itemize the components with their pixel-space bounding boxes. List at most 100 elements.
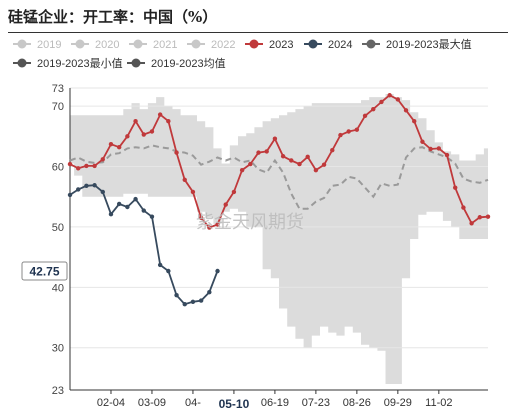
legend-item-2022[interactable]: 2022 bbox=[187, 39, 235, 51]
y-tick-label: 73 bbox=[52, 83, 64, 95]
series-2023-point bbox=[420, 139, 425, 144]
y-tick-label: 60 bbox=[52, 162, 64, 174]
series-2023-point bbox=[313, 167, 319, 173]
series-2023-point bbox=[239, 167, 245, 173]
series-2024-line bbox=[69, 184, 219, 306]
series-2023-point bbox=[182, 177, 187, 183]
legend-item-2024[interactable]: 2024 bbox=[304, 39, 352, 51]
series-2023-point bbox=[477, 215, 483, 220]
series-2023-point bbox=[207, 225, 212, 230]
series-2023-point bbox=[215, 222, 220, 227]
legend-label: 2022 bbox=[211, 39, 235, 51]
series-2024-point bbox=[116, 201, 122, 207]
chart-legend[interactable]: 2019 2020 2021 2022 2023 2024 2019-2023最大值 2019… bbox=[13, 37, 472, 70]
series-2023-point bbox=[108, 141, 114, 147]
series-2024-point bbox=[182, 302, 187, 307]
legend-marker bbox=[308, 39, 318, 49]
series-2024-point bbox=[166, 268, 171, 274]
series-2023-line bbox=[69, 94, 489, 229]
series-2023-point bbox=[280, 154, 286, 159]
series-2023-point bbox=[84, 163, 89, 169]
legend-item-2021[interactable]: 2021 bbox=[129, 39, 177, 51]
x-tick-label: 09-29 bbox=[384, 397, 412, 409]
series-2023-point bbox=[297, 161, 302, 167]
series-2023-point bbox=[67, 161, 73, 167]
y-tick-label: 70 bbox=[52, 101, 64, 113]
legend-marker bbox=[131, 58, 141, 68]
legend-marker bbox=[249, 39, 259, 49]
x-tick-label: 11-02 bbox=[425, 397, 452, 409]
series-2023-point bbox=[289, 158, 294, 163]
series-2023-point bbox=[141, 132, 146, 137]
legend-marker bbox=[366, 39, 376, 49]
series-2024-point bbox=[207, 289, 212, 295]
series-2023-point bbox=[354, 127, 360, 132]
series-2023-point bbox=[469, 221, 474, 226]
y-tick-label: 30 bbox=[52, 343, 64, 355]
legend-label: 2019-2023最小值 bbox=[37, 57, 123, 70]
watermark-text: 紫金天风期货 bbox=[196, 212, 304, 232]
series-2023-point bbox=[330, 148, 335, 153]
series-2023-point bbox=[346, 129, 351, 134]
series-2023-point bbox=[403, 108, 409, 113]
series-2023-point bbox=[436, 146, 442, 151]
series-2023-point bbox=[453, 185, 458, 190]
legend-label: 2024 bbox=[328, 39, 352, 51]
series-2023-point bbox=[231, 189, 237, 195]
series-2023-point bbox=[256, 150, 261, 155]
series-2023-point bbox=[444, 152, 450, 158]
series-2023-point bbox=[157, 112, 163, 117]
series-2024-point bbox=[149, 214, 155, 219]
series-2023-point bbox=[362, 113, 368, 118]
series-2023-point bbox=[412, 119, 417, 124]
series-2023-point bbox=[387, 93, 392, 98]
series-2024-point bbox=[141, 208, 146, 213]
series-2023-point bbox=[223, 202, 228, 207]
legend-label: 2019 bbox=[37, 39, 61, 51]
series-2023-point bbox=[264, 149, 269, 154]
series-2024-point bbox=[100, 189, 105, 195]
legend-marker bbox=[17, 58, 27, 68]
series-2023-point bbox=[272, 136, 278, 141]
x-tick-label: 07-23 bbox=[302, 397, 330, 409]
x-tick-label: 03-09 bbox=[138, 397, 166, 409]
legend-item-2019-2023最大值[interactable]: 2019-2023最大值 bbox=[362, 37, 472, 51]
legend-item-2023[interactable]: 2023 bbox=[245, 39, 293, 51]
series-2023-point bbox=[485, 214, 491, 219]
legend-item-2019-2023均值[interactable]: 2019-2023均值 bbox=[127, 57, 226, 70]
legend-label: 2019-2023均值 bbox=[151, 57, 226, 70]
legend-item-2019[interactable]: 2019 bbox=[13, 39, 61, 51]
series-2023-point bbox=[100, 157, 105, 162]
y-tick-label: 40 bbox=[52, 282, 64, 294]
series-2023-point bbox=[338, 132, 343, 138]
series-2023-point bbox=[92, 163, 97, 169]
x-tick-label-current: 05-10 bbox=[219, 397, 250, 411]
series-layer bbox=[67, 93, 491, 307]
legend-label: 2023 bbox=[269, 39, 293, 51]
legend-item-2020[interactable]: 2020 bbox=[71, 39, 119, 51]
x-tick-label: 04- bbox=[185, 397, 201, 409]
series-2023-point bbox=[149, 129, 155, 134]
series-2023-point bbox=[174, 150, 179, 155]
series-2023-point bbox=[461, 205, 466, 210]
min-max-band-layer bbox=[70, 94, 488, 384]
series-2024-point bbox=[92, 183, 97, 188]
x-tick-label: 02-04 bbox=[97, 397, 125, 409]
series-2024-point bbox=[67, 192, 73, 198]
legend-item-2019-2023最小值[interactable]: 2019-2023最小值 bbox=[13, 57, 123, 70]
legend-label: 2020 bbox=[95, 39, 119, 51]
series-2023-point bbox=[305, 154, 310, 160]
series-2023-point bbox=[428, 146, 433, 152]
series-2023-point bbox=[198, 215, 204, 221]
title-divider bbox=[8, 32, 508, 33]
series-2023-point bbox=[321, 162, 327, 167]
chart-title: 硅锰企业：开工率：中国（%） bbox=[8, 8, 218, 26]
x-tick-label: 06-19 bbox=[261, 397, 289, 409]
legend-marker bbox=[133, 39, 143, 49]
x-tick-label: 08-26 bbox=[343, 397, 371, 409]
series-2024-point bbox=[198, 298, 204, 303]
series-2023-point bbox=[395, 97, 401, 102]
legend-marker bbox=[75, 39, 85, 49]
axis-layer: 23 30 40 50 60 70 73 02-04 03-09 04- 05-10 06-19 07-… bbox=[21, 83, 488, 411]
